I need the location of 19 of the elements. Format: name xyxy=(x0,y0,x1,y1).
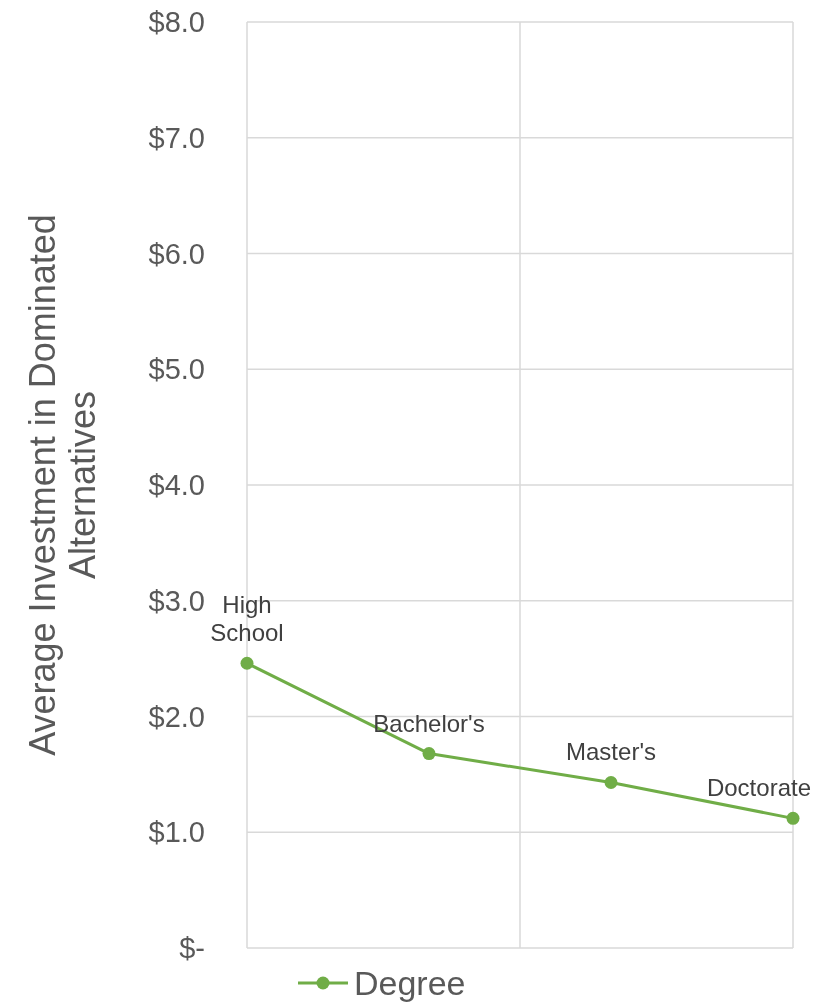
point xyxy=(240,656,254,670)
annotation: Doctorate xyxy=(706,774,811,802)
y-axis-title: Average Investment in Dominated Alternatives xyxy=(21,214,103,756)
point xyxy=(422,747,436,761)
point xyxy=(604,775,618,789)
y-tick-label: $2.0 xyxy=(148,700,205,733)
y-tick-label: $8.0 xyxy=(148,6,205,39)
y-tick-label: $3.0 xyxy=(148,584,205,617)
y-tick-label: $- xyxy=(179,932,205,965)
point xyxy=(786,811,800,825)
y-tick-label: $1.0 xyxy=(148,816,205,849)
y-tick-label: $4.0 xyxy=(148,469,205,502)
annotation: High School xyxy=(210,591,284,647)
annotation: Master's xyxy=(566,738,656,766)
y-tick-label: $5.0 xyxy=(148,353,205,386)
y-tick-label: $7.0 xyxy=(148,121,205,154)
y-tick-label: $6.0 xyxy=(148,237,205,270)
annotation: Bachelor's xyxy=(373,709,485,737)
legend-label: Degree xyxy=(354,963,466,1002)
